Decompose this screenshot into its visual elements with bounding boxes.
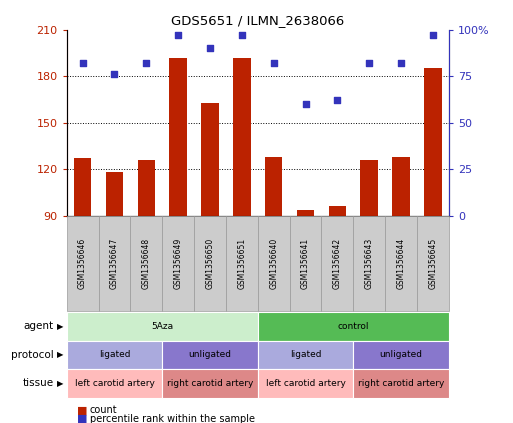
Bar [392,157,410,216]
Text: GSM1356650: GSM1356650 [206,238,214,289]
Text: left carotid artery: left carotid artery [74,379,154,388]
Point [429,32,437,38]
Text: GSM1356647: GSM1356647 [110,238,119,289]
Bar [297,209,314,216]
Text: ▶: ▶ [57,350,64,360]
Point [397,60,405,66]
Bar [106,172,123,216]
Point [270,60,278,66]
Bar [74,158,91,216]
Bar [201,102,219,216]
Text: left carotid artery: left carotid artery [266,379,345,388]
Bar [169,58,187,216]
Text: GSM1356642: GSM1356642 [333,238,342,289]
Point [142,60,150,66]
Text: tissue: tissue [23,378,54,388]
Point [333,97,342,104]
Point [174,32,182,38]
Text: ▶: ▶ [57,379,64,388]
Text: control: control [338,321,369,331]
Bar [137,160,155,216]
Text: GSM1356649: GSM1356649 [174,238,183,289]
Point [78,60,87,66]
Point [302,101,310,107]
Text: right carotid artery: right carotid artery [358,379,444,388]
Text: GSM1356640: GSM1356640 [269,238,278,289]
Text: ligated: ligated [290,350,321,360]
Text: ▶: ▶ [57,321,64,331]
Text: ligated: ligated [98,350,130,360]
Text: 5Aza: 5Aza [151,321,173,331]
Text: unligated: unligated [188,350,231,360]
Text: agent: agent [24,321,54,331]
Bar [329,206,346,216]
Text: GSM1356651: GSM1356651 [238,238,246,289]
Text: count: count [90,405,117,415]
Point [238,32,246,38]
Bar [265,157,283,216]
Bar [361,160,378,216]
Point [110,71,119,78]
Title: GDS5651 / ILMN_2638066: GDS5651 / ILMN_2638066 [171,14,344,27]
Text: right carotid artery: right carotid artery [167,379,253,388]
Text: GSM1356648: GSM1356648 [142,238,151,289]
Text: ■: ■ [77,414,87,423]
Bar [233,58,251,216]
Text: ■: ■ [77,405,87,415]
Text: GSM1356644: GSM1356644 [397,238,406,289]
Text: GSM1356646: GSM1356646 [78,238,87,289]
Text: GSM1356643: GSM1356643 [365,238,374,289]
Text: unligated: unligated [380,350,423,360]
Bar [424,69,442,216]
Text: GSM1356641: GSM1356641 [301,238,310,289]
Text: percentile rank within the sample: percentile rank within the sample [90,414,255,423]
Text: GSM1356645: GSM1356645 [428,238,438,289]
Point [206,45,214,52]
Point [365,60,373,66]
Text: protocol: protocol [11,350,54,360]
